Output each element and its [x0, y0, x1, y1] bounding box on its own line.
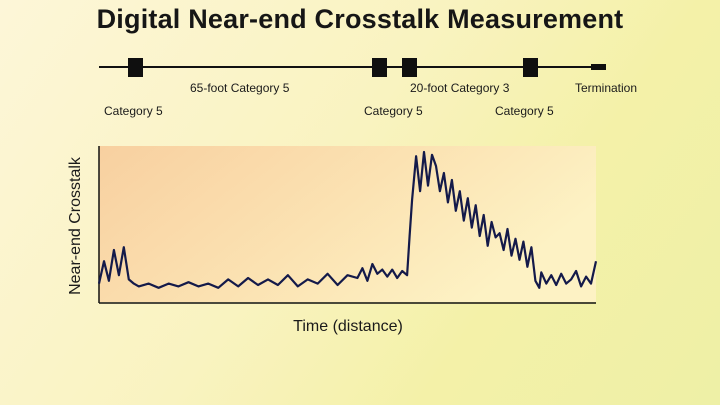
connector-2: [372, 58, 387, 77]
y-axis-label: Near-end Crosstalk: [67, 156, 84, 295]
connector-label-2: Category 5: [364, 104, 423, 118]
plot-area: [99, 146, 596, 302]
connector-3: [402, 58, 417, 77]
segment-label-65ft: 65-foot Category 5: [190, 81, 290, 95]
connector-1: [128, 58, 143, 77]
connector-label-4: Category 5: [495, 104, 554, 118]
connector-4: [523, 58, 538, 77]
diagram-title: Digital Near-end Crosstalk Measurement: [96, 4, 624, 34]
cable-diagram: 65-foot Category 5 20-foot Category 3 Ca…: [99, 58, 637, 118]
segment-label-20ft: 20-foot Category 3: [410, 81, 510, 95]
crosstalk-chart: Time (distance) Near-end Crosstalk: [67, 146, 598, 335]
x-axis-label: Time (distance): [293, 318, 403, 335]
connector-label-1: Category 5: [104, 104, 163, 118]
termination-label: Termination: [575, 81, 637, 95]
termination-marker: [591, 64, 606, 70]
crosstalk-trace: [97, 150, 598, 289]
